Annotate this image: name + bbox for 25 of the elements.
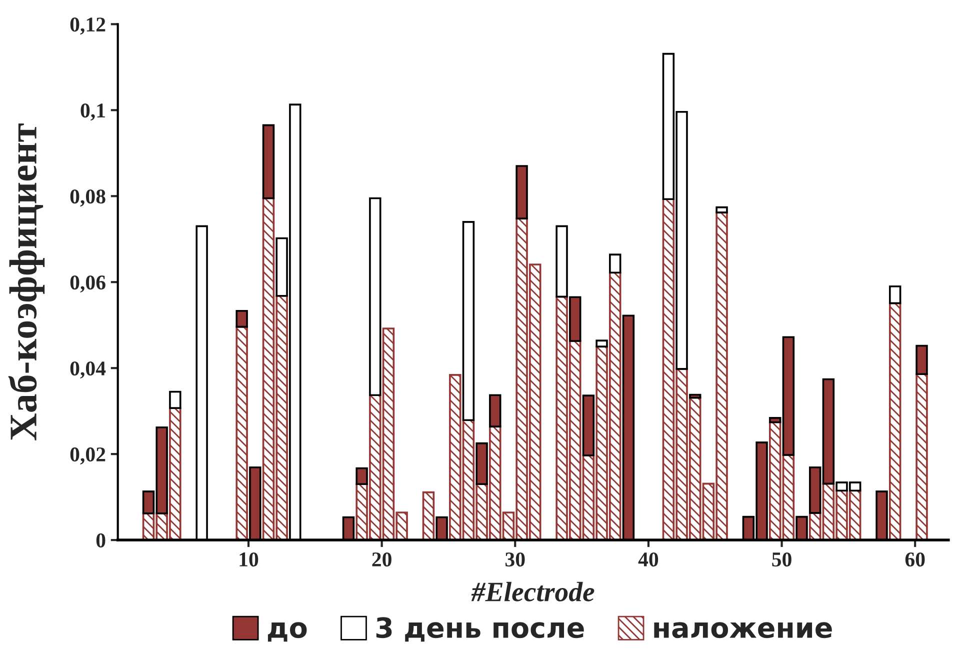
legend-label: 3 день после xyxy=(376,617,584,642)
y-tick-label: 0,04 xyxy=(70,361,106,379)
legend-label: до xyxy=(268,622,307,642)
x-tick-label: 10 xyxy=(240,552,258,566)
x-tick-label: 30 xyxy=(505,552,525,566)
x-axis-title: #Electrode xyxy=(471,582,594,602)
bar xyxy=(596,340,608,348)
x-tick-label: 60 xyxy=(905,552,925,566)
x-tick-label: 40 xyxy=(638,552,658,566)
bar xyxy=(609,254,622,274)
x-tick-label: 20 xyxy=(372,552,392,566)
bar xyxy=(369,197,382,396)
y-tick-label: 0,06 xyxy=(70,275,106,293)
bar xyxy=(462,221,475,421)
y-axis-title: Хаб-коэффициент xyxy=(8,124,45,440)
y-tick-label: 0,1 xyxy=(80,104,105,121)
legend-label: наложение xyxy=(654,622,832,638)
x-tick-label: 50 xyxy=(772,552,792,566)
bar xyxy=(169,390,182,409)
y-tick-label: 0,08 xyxy=(70,189,106,207)
y-tick-label: 0,12 xyxy=(70,18,106,35)
bar xyxy=(716,206,728,214)
y-tick-label: 0,02 xyxy=(70,447,106,465)
bar xyxy=(888,285,902,304)
y-tick-label: 0 xyxy=(96,533,106,548)
